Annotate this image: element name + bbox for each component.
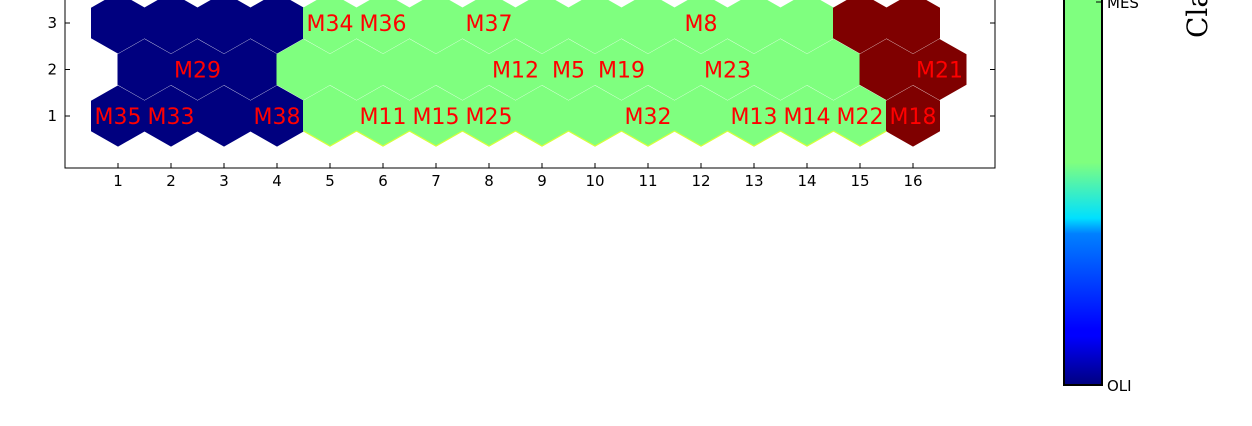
colorbar-label: Cla (1181, 0, 1214, 38)
colorbar-tick-label: OLI (1107, 377, 1132, 395)
hex-edge (674, 130, 728, 147)
node-label: M21 (916, 59, 963, 84)
x-tick-label: 7 (431, 172, 441, 190)
x-tick-label: 10 (585, 172, 604, 190)
hex-edge (780, 130, 834, 147)
x-tick-label: 1 (113, 172, 123, 190)
node-label: M14 (784, 105, 831, 130)
node-label: M19 (598, 59, 645, 84)
x-tick-label: 3 (219, 172, 229, 190)
x-tick-label: 13 (744, 172, 763, 190)
hex-cell (886, 85, 940, 147)
node-label: M36 (360, 12, 407, 37)
node-label: M34 (307, 12, 354, 37)
node-label: M35 (95, 105, 142, 130)
x-tick-label: 14 (797, 172, 816, 190)
node-label: M12 (492, 59, 539, 84)
colorbar-tick-label: MES (1107, 0, 1139, 12)
x-tick-label: 9 (537, 172, 547, 190)
node-label: M8 (685, 12, 718, 37)
node-label: M18 (890, 105, 937, 130)
x-tick-label: 16 (903, 172, 922, 190)
x-tick-label: 15 (850, 172, 869, 190)
hex-cell (912, 38, 967, 101)
x-tick-label: 12 (691, 172, 710, 190)
hex-edge (356, 130, 410, 147)
hex-cells (91, 0, 967, 147)
x-tick-label: 5 (325, 172, 335, 190)
hex-edge (727, 130, 781, 147)
hex-edge (303, 130, 357, 147)
node-label: M33 (148, 105, 195, 130)
colorbar-ticks: OLI MES (1096, 0, 1139, 395)
hex-edge (409, 130, 463, 147)
node-label: M11 (360, 105, 407, 130)
node-label: M38 (254, 105, 301, 130)
hex-cell (886, 0, 940, 54)
hex-edge (462, 130, 516, 147)
node-label: M29 (174, 59, 221, 84)
node-label: M15 (413, 105, 460, 130)
node-label: M25 (466, 105, 513, 130)
x-tick-label: 2 (166, 172, 176, 190)
node-label: M32 (625, 105, 672, 130)
hex-edge (621, 130, 675, 147)
node-label: M22 (837, 105, 884, 130)
node-label: M13 (731, 105, 778, 130)
colorbar: OLI MES Cla (1063, 0, 1214, 395)
node-label: M5 (552, 59, 585, 84)
x-tick-label: 4 (272, 172, 282, 190)
y-tick-label: 2 (47, 61, 57, 79)
y-tick-label: 3 (47, 14, 57, 32)
y-tick-label: 1 (47, 107, 57, 125)
hex-edge (833, 130, 887, 147)
node-label: M37 (466, 12, 513, 37)
colorbar-gradient (1063, 0, 1103, 386)
x-tick-label: 6 (378, 172, 388, 190)
x-tick-label: 8 (484, 172, 494, 190)
x-tick-label: 11 (638, 172, 657, 190)
node-labels: M35 M33 M38 M11 M15 M25 M32 M13 M14 M22 M18 M29 M12 M… (95, 12, 963, 130)
node-label: M23 (704, 59, 751, 84)
hex-edge (568, 130, 622, 147)
hex-edge (515, 130, 569, 147)
